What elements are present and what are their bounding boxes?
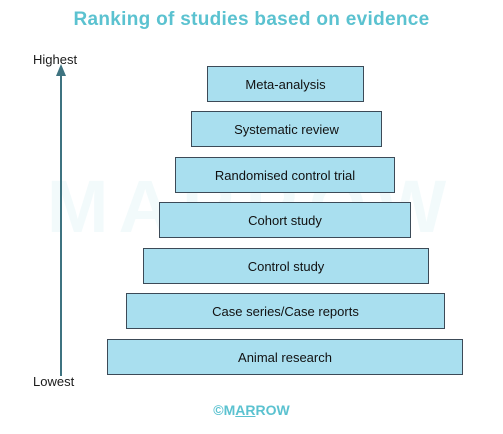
- arrow-head: [56, 64, 66, 76]
- level-randomised-control-trial: Randomised control trial: [175, 157, 395, 193]
- level-label: Animal research: [238, 349, 332, 365]
- level-meta-analysis: Meta-analysis: [207, 66, 364, 102]
- brand-rest: ROW: [255, 402, 290, 418]
- level-cohort-study: Cohort study: [159, 202, 411, 238]
- level-label: Control study: [247, 258, 325, 274]
- level-case-series: Case series/Case reports: [126, 293, 445, 329]
- level-animal-research: Animal research: [107, 339, 463, 375]
- level-label: Meta-analysis: [245, 76, 326, 92]
- level-label: Randomised control trial: [214, 167, 356, 183]
- up-arrow-icon: [56, 64, 66, 376]
- axis-bottom-label: Lowest: [33, 374, 75, 389]
- level-label: Systematic review: [234, 121, 339, 137]
- axis-top-label: Highest: [33, 52, 78, 67]
- brand-first: M: [223, 402, 236, 418]
- footer-brand: ©MARROW: [0, 402, 503, 418]
- level-control-study: Control study: [143, 248, 429, 284]
- level-systematic-review: Systematic review: [191, 111, 382, 147]
- level-label: Cohort study: [248, 212, 322, 228]
- diagram-title: Ranking of studies based on evidence: [73, 9, 430, 30]
- copyright-symbol: ©: [213, 402, 224, 418]
- level-label: Case series/Case reports: [212, 303, 359, 319]
- brand-underlined: AR: [235, 402, 256, 418]
